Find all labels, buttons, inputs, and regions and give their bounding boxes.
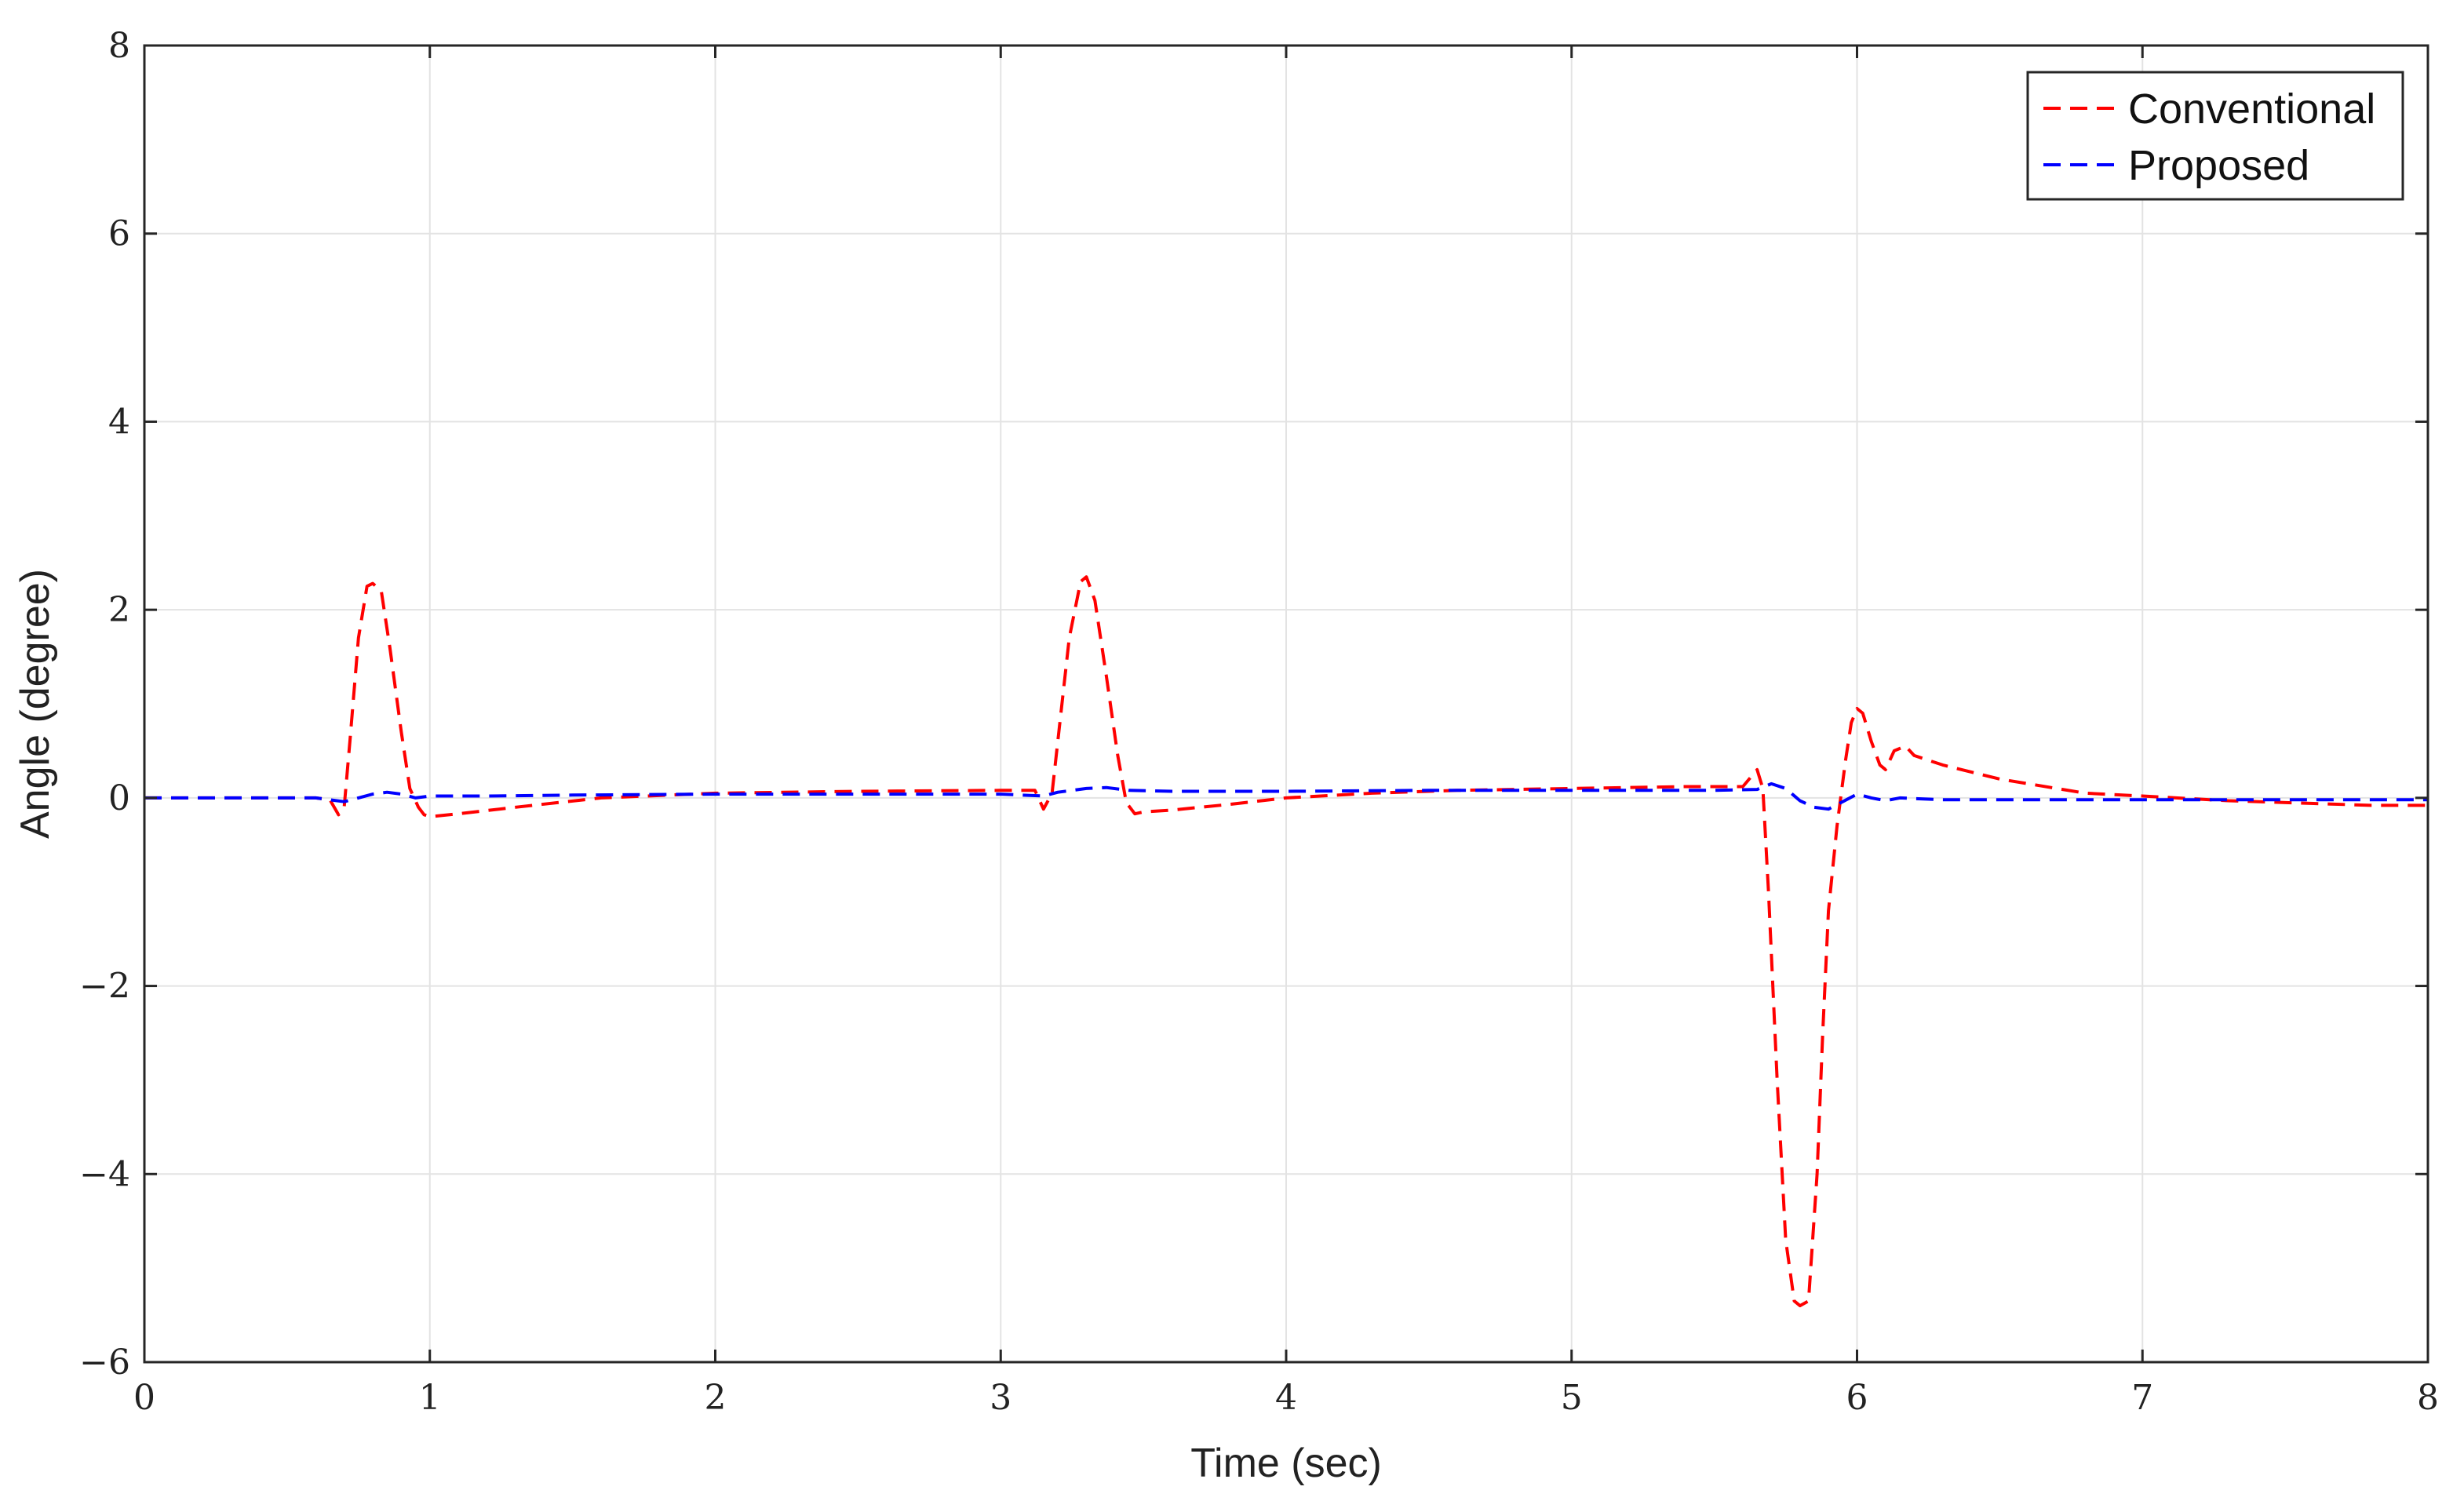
x-tick-label: 5 — [1561, 1378, 1583, 1418]
y-tick-labels: −6 −4 −2 0 2 4 6 8 — [79, 26, 130, 1383]
y-tick-label: 6 — [108, 214, 130, 254]
legend-box — [2026, 71, 2404, 201]
x-tick-label: 3 — [990, 1378, 1011, 1418]
legend-label-conventional: Conventional — [2128, 86, 2375, 133]
x-tick-label: 7 — [2131, 1378, 2153, 1418]
y-tick-label: 2 — [108, 590, 130, 630]
y-tick-label: −2 — [79, 967, 130, 1007]
y-tick-label: 8 — [108, 26, 130, 66]
y-tick-label: 4 — [108, 402, 130, 442]
x-tick-label: 4 — [1275, 1378, 1297, 1418]
x-tick-label: 1 — [419, 1378, 441, 1418]
series-layer — [144, 575, 2428, 1308]
series-line-proposed — [144, 782, 2428, 811]
y-tick-label: −4 — [79, 1154, 130, 1194]
x-tick-label: 0 — [133, 1378, 155, 1418]
x-tick-labels: 0 1 2 3 4 5 6 7 8 — [133, 1378, 2439, 1418]
legend: Conventional Proposed — [2026, 71, 2404, 201]
x-tick-label: 8 — [2417, 1378, 2439, 1418]
y-axis-label: Angle (degree) — [13, 569, 58, 839]
x-axis-label: Time (sec) — [1190, 1441, 1382, 1486]
y-tick-label: −6 — [79, 1343, 130, 1383]
y-tick-label: 0 — [108, 778, 130, 818]
legend-label-proposed: Proposed — [2128, 142, 2309, 189]
axis-ticks — [143, 44, 2429, 1364]
series-line-conventional — [144, 575, 2428, 1308]
x-tick-label: 6 — [1846, 1378, 1868, 1418]
x-tick-label: 2 — [705, 1378, 727, 1418]
